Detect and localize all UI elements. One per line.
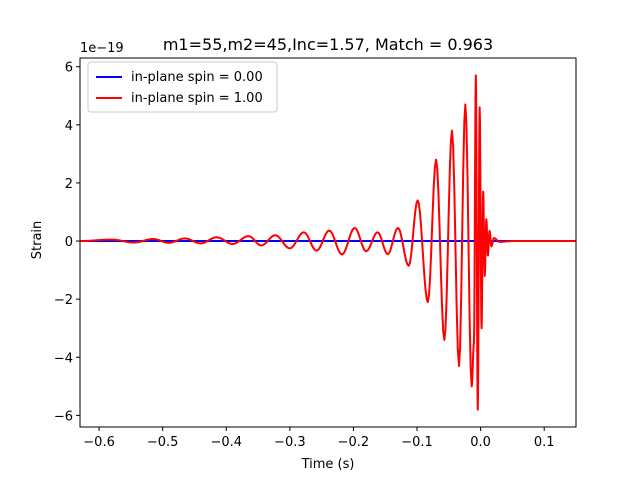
plot-area [79, 57, 577, 428]
y-axis-label: Strain [30, 221, 45, 260]
series-line-spin-1 [80, 74, 576, 411]
y-tick-label: 2 [65, 177, 73, 192]
y-axis: −6 −4 −2 0 2 4 6 [54, 61, 80, 424]
legend-label-spin-0: in-plane spin = 0.00 [131, 70, 263, 85]
x-tick-label: −0.6 [83, 435, 115, 450]
x-tick-label: −0.2 [338, 435, 370, 450]
x-axis-label: Time (s) [301, 457, 355, 472]
plot-frame [79, 57, 577, 428]
x-tick-label: −0.4 [210, 435, 242, 450]
y-tick-label: 6 [65, 61, 73, 76]
y-tick-label: −6 [54, 409, 73, 424]
chart-title: m1=55,m2=45,Inc=1.57, Match = 0.963 [163, 35, 493, 54]
y-tick-label: −4 [54, 351, 73, 366]
x-tick-label: 0.0 [470, 435, 491, 450]
x-axis: −0.6 −0.5 −0.4 −0.3 −0.2 −0.1 0.0 0.1 [83, 427, 555, 450]
y-tick-label: −2 [54, 293, 73, 308]
y-tick-label: 4 [65, 119, 73, 134]
x-tick-label: 0.1 [534, 435, 555, 450]
x-tick-label: −0.1 [401, 435, 433, 450]
y-tick-label: 0 [65, 235, 73, 250]
x-tick-label: −0.5 [147, 435, 179, 450]
legend-box [87, 61, 278, 113]
x-tick-label: −0.3 [274, 435, 306, 450]
y-offset-label: 1e−19 [80, 41, 124, 56]
legend: in-plane spin = 0.00 in-plane spin = 1.0… [87, 61, 278, 113]
legend-label-spin-1: in-plane spin = 1.00 [131, 91, 263, 106]
